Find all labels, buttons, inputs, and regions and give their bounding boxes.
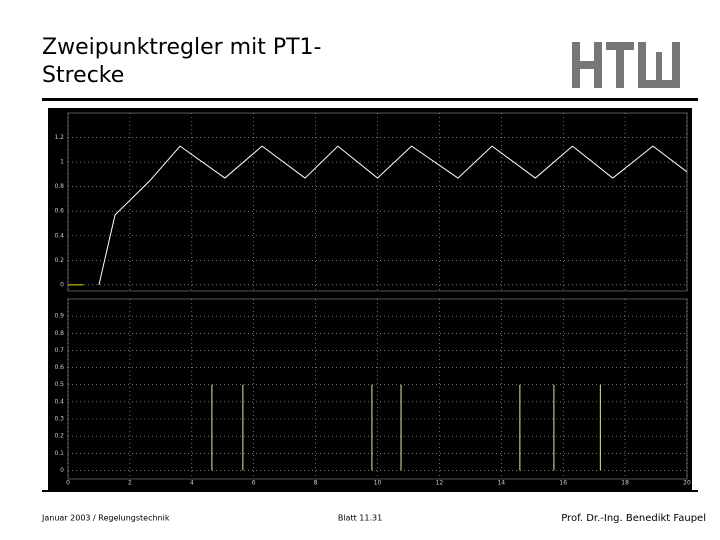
x-tick-label: 2 <box>128 480 132 487</box>
y-tick-label: 0.5 <box>54 381 64 388</box>
x-tick-label: 8 <box>314 480 318 487</box>
y-tick-label: 0.2 <box>54 257 64 264</box>
rule <box>42 98 698 101</box>
y-tick-label: 1.2 <box>54 134 64 141</box>
y-tick-label: 0.8 <box>54 183 64 190</box>
x-tick-label: 6 <box>252 480 256 487</box>
x-tick-label: 10 <box>374 480 382 487</box>
title-line: Zweipunktregler mit PT1- <box>42 35 321 60</box>
y-tick-label: 0.6 <box>54 364 64 371</box>
y-tick-label: 0 <box>60 281 64 288</box>
rule <box>42 490 698 492</box>
x-tick-label: 18 <box>621 480 629 487</box>
line <box>98 145 688 285</box>
footer-left: Januar 2003 / Regelungstechnik <box>41 514 170 523</box>
title-line: Strecke <box>42 63 124 88</box>
x-tick-label: 12 <box>436 480 444 487</box>
y-tick-label: 0.4 <box>54 398 64 405</box>
panel <box>67 298 688 480</box>
y-tick-label: 0.4 <box>54 232 64 239</box>
x-tick-label: 14 <box>497 480 505 487</box>
y-tick-label: 0.7 <box>54 347 64 354</box>
y-tick-label: 0.6 <box>54 208 64 215</box>
x-tick-label: 20 <box>683 480 691 487</box>
y-tick-label: 0.1 <box>54 450 64 457</box>
y-tick-label: 0.3 <box>54 416 64 423</box>
logo <box>572 42 680 88</box>
x-tick-label: 0 <box>66 480 70 487</box>
footer-center: Blatt 11.31 <box>338 514 382 523</box>
y-tick-label: 0 <box>60 467 64 474</box>
y-tick-label: 0.2 <box>54 433 64 440</box>
y-tick-label: 0.9 <box>54 313 64 320</box>
x-tick-label: 4 <box>190 480 194 487</box>
y-tick-label: 1 <box>60 159 64 166</box>
y-tick-label: 0.8 <box>54 330 64 337</box>
footer-right: Prof. Dr.-Ing. Benedikt Faupel <box>561 513 706 524</box>
x-tick-label: 16 <box>559 480 567 487</box>
